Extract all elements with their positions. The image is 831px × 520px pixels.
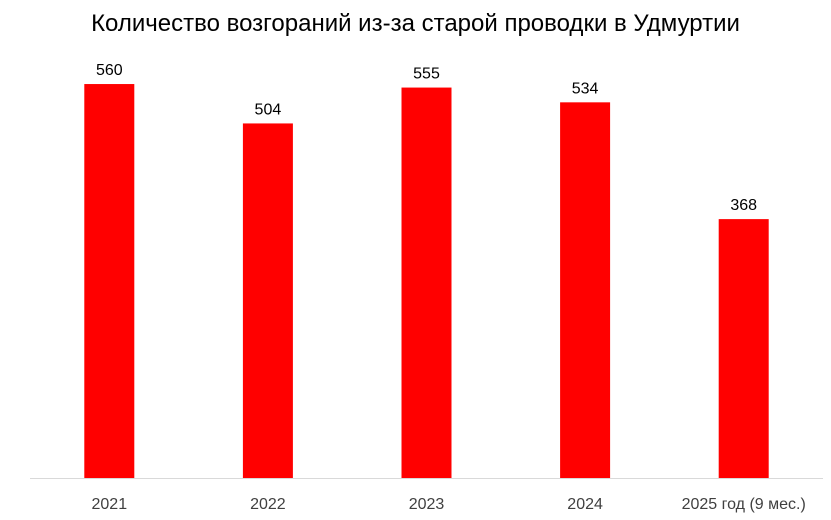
x-tick-label-4: 2025 год (9 мес.) (682, 496, 806, 513)
bar-2 (401, 87, 452, 479)
bar-1 (242, 123, 293, 478)
data-label-4: 368 (730, 197, 757, 214)
bars-group (84, 84, 769, 479)
data-label-2: 555 (413, 66, 440, 83)
data-label-3: 534 (572, 80, 599, 97)
bar-0 (84, 84, 135, 478)
x-tick-label-0: 2021 (92, 496, 128, 513)
data-label-1: 504 (255, 101, 282, 118)
x-tick-label-2: 2023 (409, 496, 445, 513)
x-tick-labels-group: 2021 2022 2023 2024 2025 год (9 мес.) (92, 496, 806, 513)
data-label-0: 560 (96, 62, 123, 79)
bar-3 (560, 102, 611, 479)
bar-4 (718, 219, 769, 478)
data-labels-group: 560 504 555 534 368 (96, 62, 757, 214)
chart-title: Количество возгораний из-за старой прово… (91, 10, 740, 37)
x-tick-label-1: 2022 (250, 496, 286, 513)
x-tick-label-3: 2024 (567, 496, 603, 513)
